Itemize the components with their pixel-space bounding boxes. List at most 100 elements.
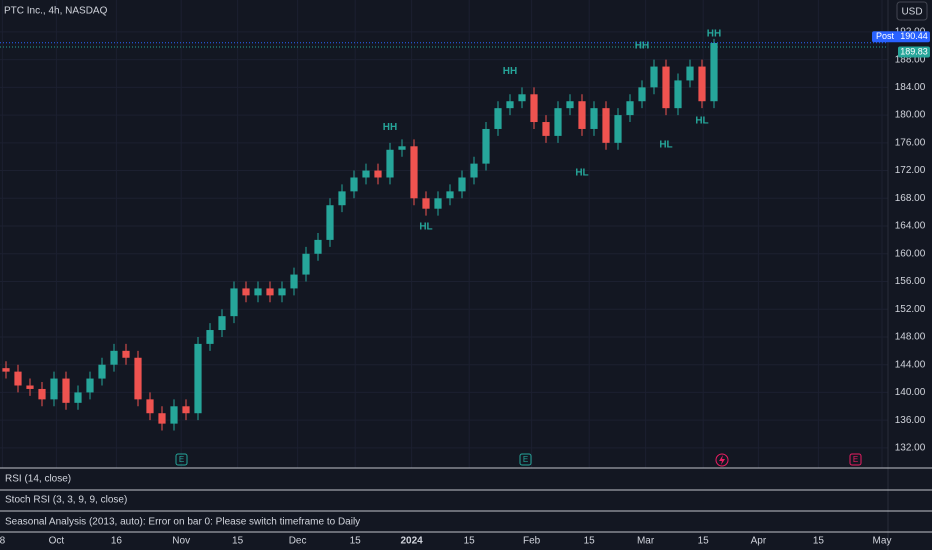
candle-body (506, 101, 514, 109)
x-tick-label: 16 (111, 536, 123, 547)
y-tick-label: 136.00 (895, 415, 926, 426)
y-tick-label: 148.00 (895, 332, 926, 343)
candle-body (602, 108, 610, 143)
earnings-icon[interactable]: E (519, 453, 532, 466)
currency-button[interactable] (896, 1, 928, 21)
candle-body (302, 253, 310, 275)
currency-label[interactable]: USD (901, 7, 922, 18)
candle-body (98, 364, 106, 379)
pane-title[interactable]: Seasonal Analysis (2013, auto): Error on… (5, 517, 360, 528)
price-label-value: 190.44 (900, 31, 928, 41)
candle-body (38, 388, 46, 400)
candle-body (710, 42, 718, 102)
candle-body (146, 399, 154, 414)
candle-body (530, 94, 538, 123)
x-tick-label: 15 (584, 536, 596, 547)
y-tick-label: 180.00 (895, 110, 926, 121)
candle-body (182, 406, 190, 414)
x-tick-label: 8 (0, 536, 6, 547)
candle-body (554, 108, 562, 136)
candle-body (206, 330, 214, 344)
candle-body (386, 149, 394, 178)
price-label-box (898, 46, 930, 58)
candle-body (362, 170, 370, 178)
y-tick-label: 132.00 (895, 443, 926, 454)
candle-body (674, 80, 682, 109)
x-tick-label: 15 (813, 536, 825, 547)
candle-body (290, 274, 298, 289)
candle-body (170, 406, 178, 424)
x-tick-label: Oct (49, 536, 65, 547)
pattern-label: HL (419, 221, 432, 232)
price-label-value: 189.83 (900, 46, 928, 56)
candle-body (74, 392, 82, 403)
y-tick-label: 168.00 (895, 193, 926, 204)
y-tick-label: 188.00 (895, 54, 926, 65)
candle-body (662, 66, 670, 109)
candle-body (470, 163, 478, 178)
x-tick-label: 15 (698, 536, 710, 547)
candle-body (326, 205, 334, 240)
earnings-label[interactable]: E (853, 455, 858, 464)
y-tick-label: 176.00 (895, 137, 926, 148)
y-tick-label: 172.00 (895, 165, 926, 176)
candle-body (86, 378, 94, 393)
candle-body (266, 288, 274, 296)
candle-body (338, 191, 346, 206)
dividend-icon[interactable] (715, 453, 729, 467)
candle-body (494, 108, 502, 129)
y-tick-label: 140.00 (895, 387, 926, 398)
candle-body (458, 177, 466, 192)
earnings-icon[interactable]: E (849, 453, 862, 466)
y-tick-label: 152.00 (895, 304, 926, 315)
candle-body (158, 413, 166, 424)
pattern-label: HL (695, 115, 708, 126)
candle-body (566, 101, 574, 109)
pattern-label: HH (707, 29, 721, 40)
candle-body (446, 191, 454, 199)
price-label-name: Post (876, 31, 895, 41)
earnings-label[interactable]: E (179, 455, 184, 464)
candle-body (350, 177, 358, 192)
pattern-label: HH (383, 122, 397, 133)
x-tick-label: Apr (751, 536, 767, 547)
x-tick-label: May (873, 536, 892, 547)
x-tick-label: 15 (464, 536, 476, 547)
candle-body (278, 288, 286, 296)
candle-body (2, 368, 10, 372)
pane-title[interactable]: RSI (14, close) (5, 474, 71, 485)
candle-body (614, 115, 622, 143)
candle-body (518, 94, 526, 102)
y-tick-label: 184.00 (895, 82, 926, 93)
pane-title[interactable]: Stoch RSI (3, 3, 9, 9, close) (5, 495, 127, 506)
candle-body (542, 122, 550, 136)
candle-body (230, 288, 238, 317)
candle-body (26, 385, 34, 389)
earnings-label[interactable]: E (523, 455, 528, 464)
x-tick-label: Dec (289, 536, 307, 547)
candle-body (62, 378, 70, 403)
x-tick-label: 15 (350, 536, 362, 547)
candle-body (218, 316, 226, 331)
candle-body (410, 146, 418, 199)
earnings-icon[interactable]: E (175, 453, 188, 466)
x-tick-label: Nov (172, 536, 190, 547)
candle-body (698, 66, 706, 102)
x-tick-label: Feb (523, 536, 541, 547)
plot: HH HL HH HL HH HL HL HH (0, 29, 888, 431)
candle-body (686, 66, 694, 81)
candle-body (398, 146, 406, 150)
symbol-title: PTC Inc., 4h, NASDAQ (4, 6, 108, 17)
candle-body (122, 350, 130, 358)
candle-body (434, 198, 442, 209)
y-tick-label: 160.00 (895, 248, 926, 259)
candle-body (626, 101, 634, 116)
candle-body (422, 198, 430, 209)
candle-body (242, 288, 250, 296)
candle-body (482, 128, 490, 164)
price-label-box (872, 31, 930, 43)
y-tick-label: 156.00 (895, 276, 926, 287)
candle-body (134, 357, 142, 400)
